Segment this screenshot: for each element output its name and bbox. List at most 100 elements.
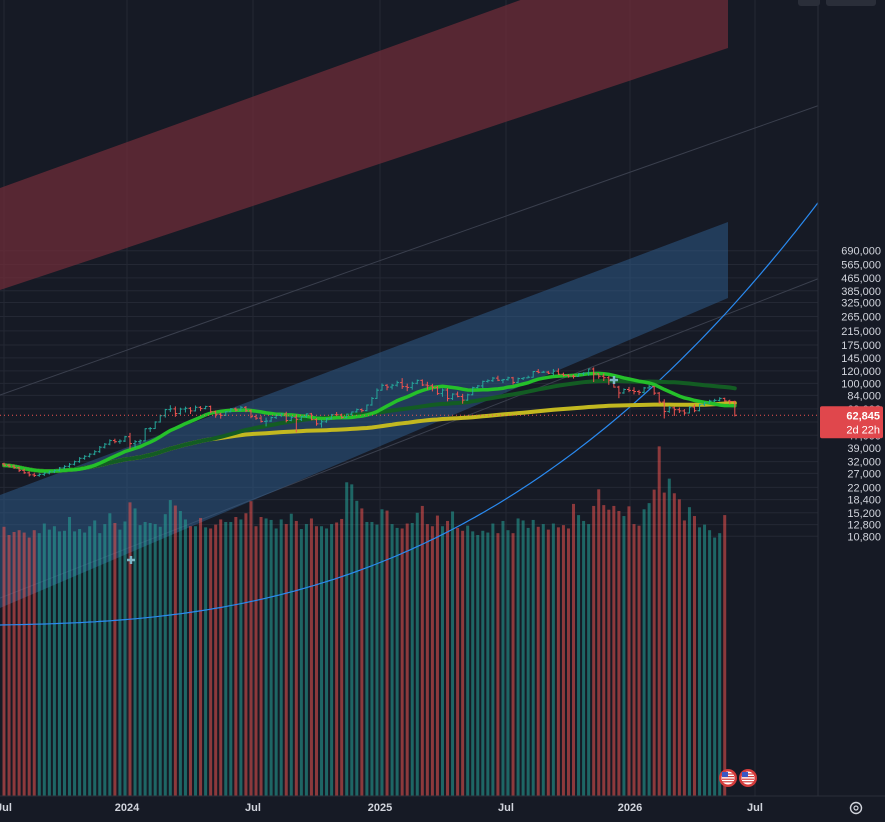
candle — [581, 372, 586, 376]
volume-bar — [718, 533, 722, 796]
volume-bar — [32, 530, 36, 796]
price-tick-label: 18,400 — [847, 495, 881, 507]
volume-bar — [350, 484, 354, 796]
flag-us-icon[interactable] — [739, 769, 757, 787]
price-tick-label: 565,000 — [841, 259, 881, 271]
flag-us-icon[interactable] — [719, 769, 737, 787]
volume-bar — [355, 500, 359, 796]
candle — [460, 393, 465, 404]
price-tick-label: 265,000 — [841, 311, 881, 323]
volume-bar — [410, 523, 414, 796]
candle — [284, 411, 289, 423]
candle — [32, 472, 37, 477]
volume-bar — [385, 510, 389, 796]
candle — [566, 374, 571, 378]
candle — [2, 462, 6, 467]
candle — [541, 370, 546, 373]
candle — [228, 407, 233, 413]
candle — [77, 457, 82, 463]
candle — [112, 438, 117, 444]
volume-bar — [73, 531, 77, 796]
candle — [521, 377, 526, 380]
price-tick-label: 385,000 — [841, 286, 881, 298]
toolbar-button[interactable] — [826, 0, 876, 6]
candle — [425, 381, 430, 390]
candle — [133, 440, 138, 449]
volume-bar — [637, 525, 641, 796]
volume-bar — [446, 520, 450, 796]
volume-bar — [12, 531, 16, 796]
volume-bar — [657, 446, 661, 796]
last-price-badge[interactable]: 62,845 2d 22h — [820, 406, 883, 439]
volume-bar — [314, 526, 318, 796]
price-tick-label: 32,000 — [847, 457, 881, 469]
candle — [455, 391, 460, 398]
volume-bar — [78, 529, 82, 796]
candle — [233, 407, 238, 412]
price-tick-label: 22,000 — [847, 482, 881, 494]
candle — [173, 406, 178, 417]
candle — [516, 377, 521, 384]
candle — [354, 408, 359, 413]
candle — [672, 406, 677, 416]
volume-bar — [340, 518, 344, 796]
volume-bar — [440, 526, 444, 796]
candle — [269, 416, 274, 422]
candle — [531, 371, 536, 378]
volume-bar — [224, 521, 228, 796]
candle — [485, 379, 490, 383]
candle — [87, 453, 92, 458]
candle — [712, 398, 717, 402]
price-tick-label: 215,000 — [841, 326, 881, 338]
price-tick-label: 10,800 — [847, 531, 881, 543]
candle — [556, 368, 561, 375]
top-toolbar[interactable] — [798, 0, 876, 6]
candle — [324, 417, 329, 423]
candle — [117, 439, 122, 444]
settings-gear-icon[interactable] — [849, 801, 863, 815]
volume-bar — [264, 518, 268, 796]
volume-bar — [612, 505, 616, 796]
candle — [148, 427, 153, 432]
time-tick-label: Jul — [245, 802, 261, 814]
time-tick-label: Jul — [498, 802, 514, 814]
volume-bar — [687, 507, 691, 796]
last-price-countdown: 2d 22h — [846, 424, 880, 436]
candle — [420, 379, 425, 387]
volume-bar — [158, 526, 162, 796]
candle — [702, 401, 707, 407]
volume-bar — [471, 531, 475, 796]
toolbar-button[interactable] — [798, 0, 820, 6]
candle — [294, 414, 299, 433]
time-axis[interactable]: Jul 2024 Jul 2025 Jul 2026 Jul — [0, 795, 885, 822]
candle — [536, 369, 541, 374]
candle — [188, 407, 193, 415]
volume-bar — [400, 528, 404, 796]
cross-marker-icon — [610, 376, 618, 384]
price-tick-label: 465,000 — [841, 273, 881, 285]
candle — [601, 373, 606, 382]
candle — [440, 388, 445, 397]
price-tick-label: 100,000 — [841, 378, 881, 390]
candle — [374, 388, 379, 399]
volume-bar — [632, 524, 636, 796]
volume-bar — [602, 505, 606, 796]
candle — [380, 383, 384, 391]
volume-bar — [93, 520, 97, 796]
volume-bar — [541, 524, 545, 796]
candle — [67, 462, 72, 468]
candle — [576, 373, 581, 377]
volume-bar — [2, 526, 6, 796]
candle — [652, 385, 657, 395]
candle — [168, 405, 173, 412]
candle — [687, 406, 692, 414]
volume-bar — [47, 529, 51, 796]
volume-bar — [365, 521, 369, 796]
volume-bar — [274, 528, 278, 796]
volume-bar — [551, 523, 555, 796]
volume-bar — [647, 503, 651, 796]
volume-bar — [561, 525, 565, 796]
